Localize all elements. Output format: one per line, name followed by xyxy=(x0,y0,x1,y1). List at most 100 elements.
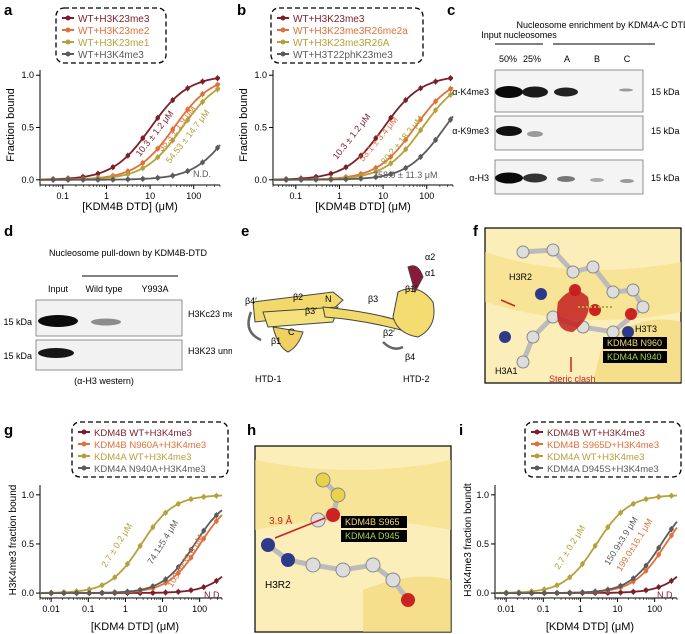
residue-label: H3A1 xyxy=(495,366,518,376)
data-point xyxy=(388,161,394,166)
data-point xyxy=(298,177,304,183)
kd-annotation: N.D. xyxy=(204,590,222,600)
data-point xyxy=(150,584,156,589)
data-point xyxy=(643,496,649,502)
panel-letter: e xyxy=(241,223,249,240)
data-point xyxy=(87,590,92,596)
lane-label: A xyxy=(564,54,570,64)
data-point xyxy=(373,135,379,141)
y-axis-label: Fraction bound xyxy=(5,88,17,161)
data-point xyxy=(155,146,161,151)
data-point xyxy=(643,568,649,574)
legend-entry: WT+H3K23me3R26A xyxy=(293,38,390,49)
legend-entry: KDM4A WT+H3K4me3 xyxy=(94,452,191,463)
x-axis-label: [KDM4B DTD] (μM) xyxy=(315,201,411,213)
legend-box xyxy=(71,421,229,478)
data-point xyxy=(125,561,130,567)
data-point xyxy=(433,79,438,84)
data-point xyxy=(448,86,453,92)
data-point xyxy=(185,85,190,91)
structure-label: β4′ xyxy=(245,296,257,306)
data-point xyxy=(516,590,522,596)
data-point xyxy=(554,582,560,588)
data-point xyxy=(669,533,674,538)
data-point xyxy=(163,590,168,595)
data-point xyxy=(188,496,194,502)
data-point xyxy=(214,493,219,499)
data-point xyxy=(605,524,611,530)
residue-label: H3R2 xyxy=(265,580,291,591)
structure-label: β2 xyxy=(293,292,303,302)
panel-letter: f xyxy=(473,223,479,240)
x-axis-label: [KDM4 DTD] (μM) xyxy=(91,621,179,633)
kd-annotation: 103.4±35.8 μM xyxy=(165,533,205,589)
data-point xyxy=(418,154,423,160)
y-axis-label: Fraction bound xyxy=(238,88,250,161)
data-point xyxy=(433,99,438,104)
data-point xyxy=(170,173,175,178)
data-point xyxy=(163,580,168,586)
data-point xyxy=(125,153,131,158)
x-tick-label: 100 xyxy=(186,191,201,201)
residue-box: KDM4B S965 xyxy=(345,517,400,527)
plot-area: 0.01 0.1 1 10 100 0.0 0.5 1.0 xyxy=(476,485,678,614)
data-point xyxy=(188,547,194,553)
mw-marker: 15 kDa xyxy=(651,87,680,97)
data-point xyxy=(388,171,394,177)
data-point xyxy=(403,165,408,171)
data-point xyxy=(65,177,71,183)
residue-box: KDM4A N940 xyxy=(607,352,662,362)
y-tick-label: 0.5 xyxy=(21,539,34,549)
row-label: α-K4me3 xyxy=(452,87,489,97)
data-point xyxy=(542,590,547,596)
plot-area: 0.1 1 10 100 0.0 0.5 1.0 xyxy=(254,70,454,201)
x-tick-label: 10 xyxy=(158,604,168,614)
data-point xyxy=(137,587,143,593)
y-axis-label: H3K4me3 fraction bound xyxy=(8,485,19,596)
molecule xyxy=(485,243,681,382)
data-point xyxy=(215,86,220,92)
structure-label: HTD-1 xyxy=(255,374,282,384)
lane-label: Wild type xyxy=(85,284,122,294)
mw-marker: 15 kDa xyxy=(651,173,680,183)
data-point xyxy=(656,494,662,500)
legend-entry: KDM4B S965D+H3K4me3 xyxy=(547,440,659,451)
structure-label: C xyxy=(288,327,295,337)
y-tick-label: 0.5 xyxy=(254,123,267,133)
y-tick-label: 0.0 xyxy=(254,175,267,185)
data-point xyxy=(140,165,146,171)
data-point xyxy=(50,177,56,183)
data-point xyxy=(313,177,319,182)
data-point xyxy=(200,79,205,84)
lane-label: 50% xyxy=(499,54,517,64)
residue-label: H3R2 xyxy=(509,272,532,282)
data-point xyxy=(433,137,438,143)
data-point xyxy=(656,584,662,590)
data-point xyxy=(185,168,190,174)
data-point xyxy=(188,555,194,560)
data-point xyxy=(125,589,130,594)
y-tick-label: 1.0 xyxy=(254,70,267,80)
data-point xyxy=(150,524,156,530)
plot-area: 0.01 0.1 1 10 100 0.0 0.5 1.0 xyxy=(21,485,223,614)
data-point xyxy=(185,107,190,112)
data-point xyxy=(140,135,146,141)
x-tick-label: 100 xyxy=(192,604,207,614)
panel-letter: i xyxy=(459,422,463,439)
panel-g: g KDM4B WT+H3K4me3 KDM4B N960A+H3K4me3 K… xyxy=(4,421,229,633)
data-point xyxy=(373,169,379,174)
data-point xyxy=(643,587,649,593)
enrich-header: Nucleosome enrichment by KDM4A-C DTD xyxy=(516,20,685,30)
data-point xyxy=(95,171,101,176)
data-point xyxy=(48,590,54,596)
kd-annotation: N.D. xyxy=(657,590,675,600)
y-tick-label: 0.5 xyxy=(476,539,489,549)
data-point xyxy=(74,590,79,596)
x-tick-label: 1 xyxy=(578,604,583,614)
y-axis-label: H3K4me3 fraction boundt xyxy=(463,483,474,597)
legend: KDM4B WT+H3K4me3 KDM4B N960A+H3K4me3 KDM… xyxy=(78,428,206,475)
data-point xyxy=(554,590,560,596)
structure-label: β3 xyxy=(368,294,378,304)
panel-h: h 3.9 Å KDM4B S965 KDM4A D945 H3R2 xyxy=(247,422,452,633)
data-point xyxy=(418,85,423,91)
